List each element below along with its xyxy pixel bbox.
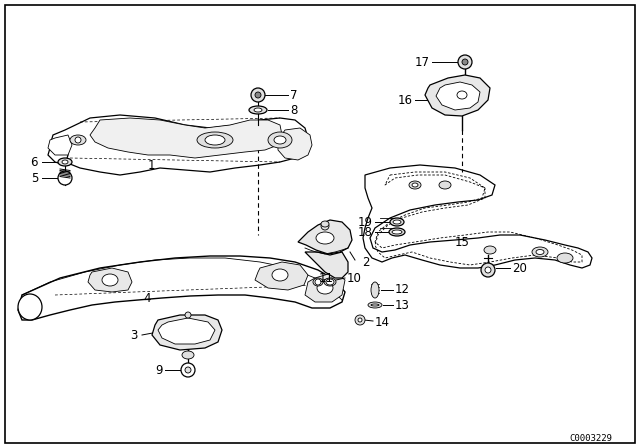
Text: 14: 14 [375, 315, 390, 328]
Ellipse shape [536, 250, 544, 254]
Ellipse shape [324, 278, 336, 286]
Text: 15: 15 [455, 236, 470, 249]
Text: 4: 4 [143, 292, 150, 305]
Circle shape [251, 88, 265, 102]
Text: 10: 10 [347, 271, 362, 284]
Polygon shape [88, 268, 132, 292]
Ellipse shape [315, 279, 321, 285]
Text: 7: 7 [290, 89, 298, 102]
Polygon shape [436, 82, 480, 110]
Ellipse shape [439, 181, 451, 189]
Circle shape [255, 92, 261, 98]
Text: 17: 17 [415, 56, 430, 69]
Ellipse shape [392, 230, 402, 234]
Polygon shape [90, 118, 282, 158]
Ellipse shape [317, 282, 333, 294]
Polygon shape [152, 315, 222, 350]
Text: 19: 19 [358, 215, 373, 228]
Text: 13: 13 [395, 298, 410, 311]
Ellipse shape [274, 136, 286, 144]
Circle shape [358, 318, 362, 322]
Polygon shape [305, 252, 348, 278]
Ellipse shape [254, 108, 262, 112]
Ellipse shape [272, 269, 288, 281]
Polygon shape [305, 272, 345, 302]
Circle shape [485, 267, 491, 273]
Polygon shape [425, 75, 490, 116]
Ellipse shape [390, 218, 404, 226]
Ellipse shape [102, 274, 118, 286]
Circle shape [58, 171, 72, 185]
Polygon shape [48, 145, 68, 165]
Text: 5: 5 [31, 172, 38, 185]
Text: 6: 6 [31, 155, 38, 168]
Ellipse shape [316, 232, 334, 244]
Circle shape [181, 363, 195, 377]
Text: 9: 9 [156, 363, 163, 376]
Text: 3: 3 [131, 328, 138, 341]
Ellipse shape [18, 294, 42, 320]
Polygon shape [50, 115, 308, 175]
Ellipse shape [58, 158, 72, 166]
Ellipse shape [70, 135, 86, 145]
Circle shape [75, 137, 81, 143]
Text: 2: 2 [362, 255, 369, 268]
Ellipse shape [326, 279, 334, 285]
Ellipse shape [321, 221, 329, 227]
Text: 8: 8 [290, 103, 298, 116]
Text: 18: 18 [358, 225, 373, 238]
Ellipse shape [368, 302, 382, 308]
Ellipse shape [557, 253, 573, 263]
Text: 12: 12 [395, 283, 410, 296]
Text: 1: 1 [148, 159, 156, 172]
Ellipse shape [389, 228, 405, 236]
Ellipse shape [457, 91, 467, 99]
Polygon shape [278, 128, 312, 160]
Text: 20: 20 [512, 262, 527, 275]
Ellipse shape [313, 278, 323, 286]
Circle shape [355, 315, 365, 325]
Polygon shape [255, 262, 308, 290]
Ellipse shape [62, 160, 68, 164]
Ellipse shape [409, 181, 421, 189]
Ellipse shape [484, 246, 496, 254]
Ellipse shape [205, 135, 225, 145]
Text: 11: 11 [319, 271, 334, 284]
Ellipse shape [532, 247, 548, 257]
Ellipse shape [371, 304, 379, 306]
Text: C0003229: C0003229 [569, 434, 612, 443]
Ellipse shape [249, 106, 267, 114]
Circle shape [321, 222, 329, 230]
Ellipse shape [371, 282, 379, 298]
Circle shape [481, 263, 495, 277]
Circle shape [185, 367, 191, 373]
Ellipse shape [268, 132, 292, 148]
Polygon shape [158, 318, 215, 344]
Circle shape [462, 59, 468, 65]
Circle shape [185, 312, 191, 318]
Polygon shape [48, 135, 72, 155]
Text: 16: 16 [398, 94, 413, 107]
Polygon shape [18, 256, 345, 320]
Circle shape [458, 55, 472, 69]
Ellipse shape [182, 351, 194, 359]
Ellipse shape [197, 132, 233, 148]
Ellipse shape [412, 183, 418, 187]
Polygon shape [363, 165, 592, 268]
Ellipse shape [393, 220, 401, 224]
Polygon shape [298, 220, 352, 254]
